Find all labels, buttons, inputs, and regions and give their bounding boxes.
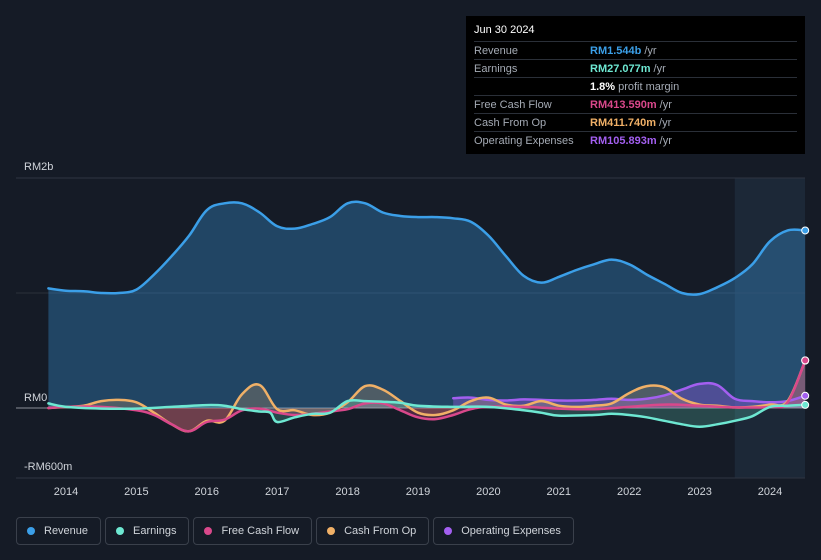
x-tick-label: 2017 [265,486,289,498]
highlight-region [734,178,805,478]
tooltip-unit: /yr [653,62,666,75]
tooltip-value: RM1.544b [590,44,642,57]
endpoint-operating-expenses [801,391,810,400]
line-earnings [47,398,807,428]
area-revenue [48,201,806,408]
tooltip-label: Free Cash Flow [474,98,552,111]
tooltip-unit: profit margin [618,80,680,93]
area-earnings [48,400,806,427]
chart: RM2b RM0 -RM600m 2014 2015 2016 2017 2018 201… [16,161,810,498]
endpoint-revenue [801,226,810,235]
tooltip-unit: /yr [659,98,672,111]
legend-item-cash-from-op[interactable]: Cash From Op [316,517,430,545]
legend-dot [116,527,125,535]
legend-label: Earnings [133,525,177,537]
tooltip-row-operating-expenses: Operating Expenses RM105.893m /yr [474,131,797,149]
x-tick-label: 2018 [335,486,359,498]
series-areas [48,201,806,432]
legend-label: Operating Expenses [461,525,561,537]
tooltip-row-free-cash-flow: Free Cash Flow RM413.590m /yr [474,95,797,113]
tooltip-row-cash-from-op: Cash From Op RM411.740m /yr [474,113,797,131]
x-tick-label: 2020 [476,486,500,498]
x-tick-label: 2023 [687,486,711,498]
x-tick-label: 2016 [195,486,219,498]
tooltip-unit: /yr [644,44,657,57]
series-lines [47,200,807,433]
tooltip-unit: /yr [659,134,672,147]
legend-label: Free Cash Flow [221,525,300,537]
tooltip-date: Jun 30 2024 [474,24,535,36]
tooltip-value: RM411.740m [590,116,657,129]
tooltip-label: Revenue [474,44,519,57]
tooltip-label: Earnings [474,62,518,75]
tooltip-label: Cash From Op [474,116,547,129]
tooltip-value: RM105.893m [590,134,657,147]
legend-dot [204,527,213,535]
legend-label: Revenue [44,525,89,537]
legend-dot [444,527,453,535]
legend-dot [27,527,35,535]
legend-dot [327,527,336,535]
area-cash-from-op [48,360,806,432]
legend-item-earnings[interactable]: Earnings [105,517,190,545]
x-tick-label: 2022 [617,486,641,498]
legend-item-revenue[interactable]: Revenue [16,517,102,545]
tooltip-row-revenue: Revenue RM1.544b /yr [474,41,797,59]
tooltip-row-profit-margin: 1.8% profit margin [474,77,797,95]
tooltip-label: Operating Expenses [474,134,574,147]
line-revenue [47,200,807,296]
x-tick-label: 2014 [54,486,78,498]
endpoint-earnings [801,400,810,409]
tooltip-value: RM27.077m [590,62,651,75]
x-tick-label: 2019 [406,486,430,498]
x-axis-ticks: 2014 2015 2016 2017 2018 2019 2020 2021 2022 2023… [54,486,782,498]
x-tick-label: 2021 [547,486,571,498]
legend: Revenue Earnings Free Cash Flow Cash Fro… [16,517,574,545]
legend-item-operating-expenses[interactable]: Operating Expenses [433,517,574,545]
tooltip-value: 1.8% [590,80,616,93]
line-operating-expenses [451,381,807,404]
legend-item-free-cash-flow[interactable]: Free Cash Flow [193,517,313,545]
endpoint-free-cash-flow [801,356,810,365]
tooltip-unit: /yr [659,116,672,129]
series-endpoints [801,226,810,409]
area-free-cash-flow [48,360,806,432]
tooltip-row-earnings: Earnings RM27.077m /yr [474,59,797,77]
tooltip-value: RM413.590m [590,98,657,111]
x-tick-label: 2015 [124,486,148,498]
y-label-zero: RM0 [24,392,47,404]
tooltip-panel: Jun 30 2024 Revenue RM1.544b /yr Earning… [466,16,805,154]
x-tick-label: 2024 [758,486,782,498]
legend-label: Cash From Op [344,525,417,537]
y-label-top: RM2b [24,161,53,173]
y-label-bottom: -RM600m [24,461,72,473]
